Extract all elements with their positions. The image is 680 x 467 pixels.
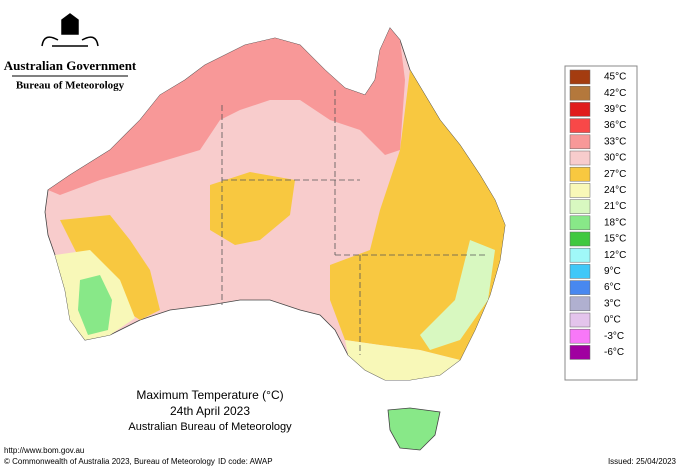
legend-swatch [569, 199, 591, 214]
legend-swatch [569, 102, 591, 117]
legend-label: 15°C [604, 234, 626, 245]
legend-swatch [569, 345, 591, 360]
mild-south [345, 340, 460, 380]
footer-id: ID code: AWAP [218, 457, 273, 466]
map-date: 24th April 2023 [170, 404, 250, 418]
legend-swatch [569, 183, 591, 198]
legend-label: 12°C [604, 250, 626, 261]
legend-label: 9°C [604, 266, 621, 277]
cool-sw [78, 275, 112, 335]
legend-swatch [569, 118, 591, 133]
government-name: Australian Government [4, 58, 137, 73]
legend-swatch [569, 328, 591, 344]
footer-issued: Issued: 25/04/2023 [608, 457, 677, 466]
legend-label: 36°C [604, 120, 626, 131]
map-title: Maximum Temperature (°C) [136, 388, 283, 402]
legend: 45°C 42°C 39°C 36°C 33°C 30°C 27°C 24°C 21°C 18°C… [569, 69, 626, 360]
crest [41, 13, 99, 47]
legend-swatch [569, 312, 591, 328]
tasmania [387, 407, 441, 451]
legend-swatch [569, 69, 591, 85]
map [44, 27, 506, 451]
map-source: Australian Bureau of Meteorology [128, 421, 292, 433]
hot-north [48, 28, 405, 195]
legend-label: 18°C [604, 217, 626, 228]
legend-swatch [569, 280, 591, 295]
legend-label: 39°C [604, 104, 626, 115]
legend-swatch [569, 215, 591, 231]
footer-url: http://www.bom.gov.au [4, 446, 84, 455]
legend-label: 42°C [604, 88, 626, 99]
legend-label: 3°C [604, 298, 621, 309]
legend-swatch [569, 134, 591, 150]
legend-label: 0°C [604, 315, 621, 326]
legend-label: -6°C [604, 347, 624, 358]
legend-swatch [569, 150, 591, 166]
legend-swatch [569, 264, 591, 279]
legend-swatch [569, 166, 591, 182]
legend-swatch [569, 296, 591, 312]
legend-label: 30°C [604, 153, 626, 164]
warm-west [60, 215, 160, 320]
state-borders [221, 90, 485, 355]
legend-swatch [569, 231, 591, 247]
legend-swatch [569, 85, 591, 101]
legend-label: -3°C [604, 331, 624, 342]
legend-label: 45°C [604, 72, 626, 83]
legend-label: 27°C [604, 169, 626, 180]
footer-copyright: © Commonwealth of Australia 2023, Bureau… [4, 457, 215, 466]
legend-label: 21°C [604, 201, 626, 212]
legend-label: 6°C [604, 282, 621, 293]
legend-swatch [569, 247, 591, 263]
agency-name: Bureau of Meteorology [16, 80, 125, 92]
legend-label: 33°C [604, 136, 626, 147]
cool-se [420, 240, 495, 350]
legend-label: 24°C [604, 185, 626, 196]
warm-central [210, 172, 295, 245]
